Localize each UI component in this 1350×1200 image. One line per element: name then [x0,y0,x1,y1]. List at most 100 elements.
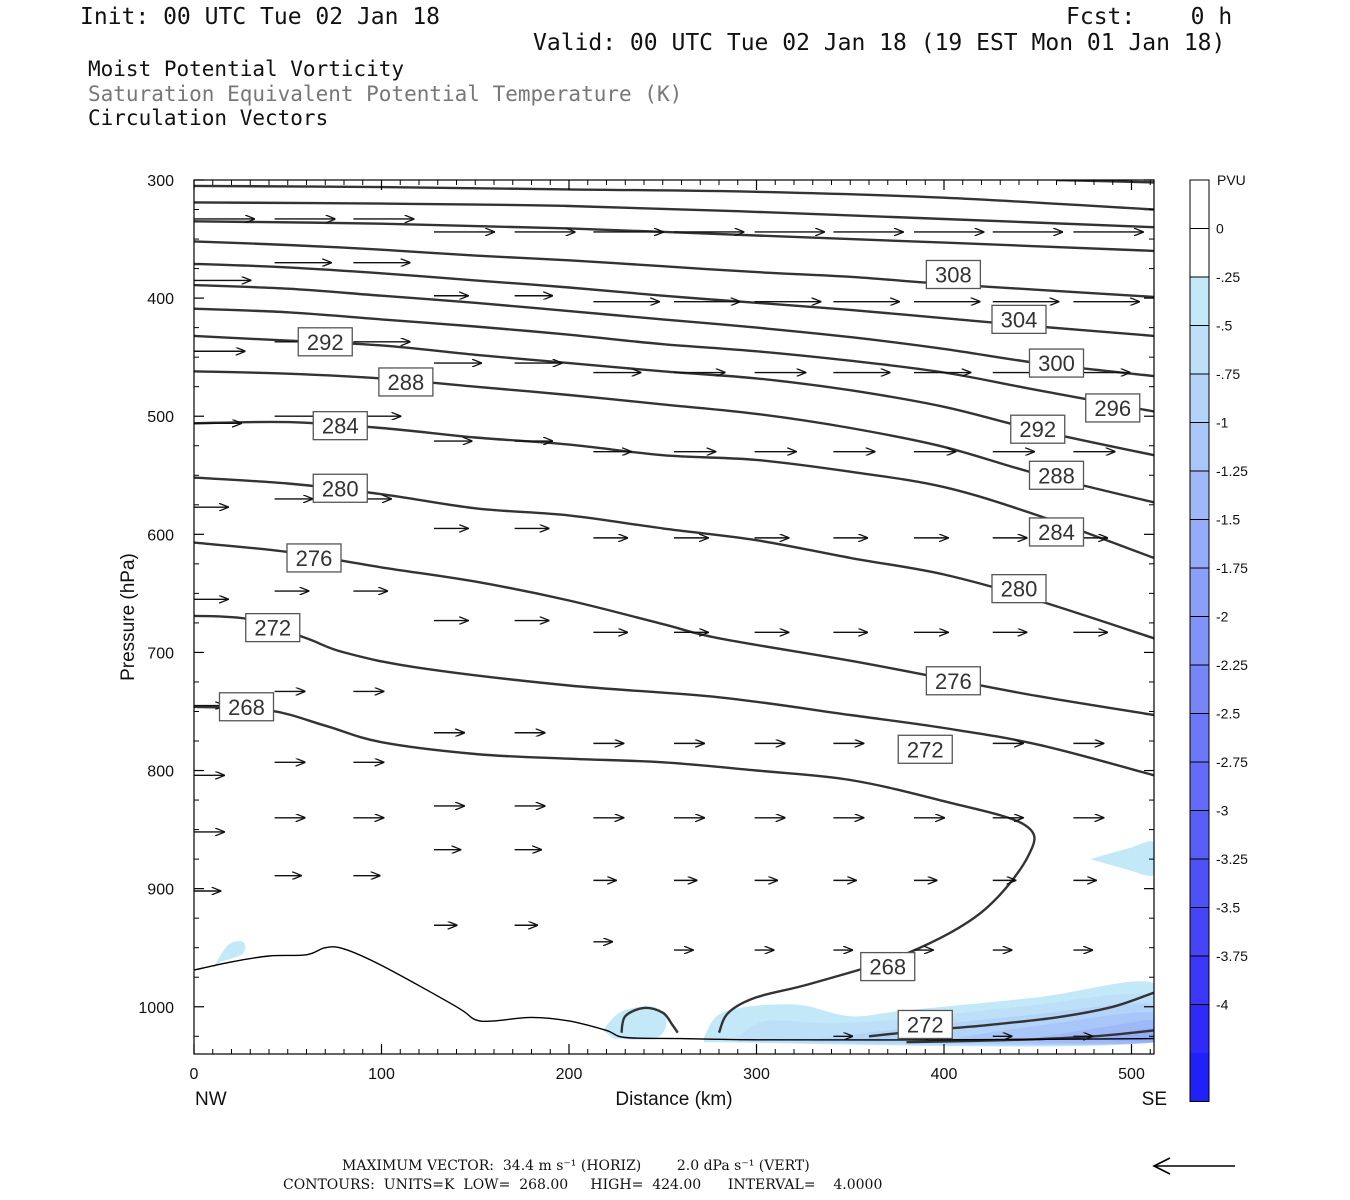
y-tick-label: 400 [147,291,174,308]
contour-label-292: 292 [1010,414,1066,444]
max-vector-note: MAXIMUM VECTOR: 34.4 m s⁻¹ (HORIZ) 2.0 d… [342,1158,810,1174]
forecast-hour: Fcst: 0 h [1066,4,1233,30]
contour-320 [194,184,1154,211]
y-axis-title: Pressure (hPa) [118,553,139,681]
colorbar-tick-label: -1.5 [1216,512,1240,528]
contour-label-276: 276 [925,666,982,696]
contour-label-box [925,666,982,696]
contour-label-268: 268 [218,692,275,722]
colorbar-tick-label: -4 [1216,997,1229,1013]
colorbar-swatch [1190,956,1209,1005]
contour-288 [194,370,1154,504]
contour-label-text: 288 [1038,463,1075,488]
contour-label-text: 284 [1038,520,1075,545]
colorbar-tick-label: -1 [1216,415,1229,431]
x-end-label-left: NW [195,1089,227,1110]
contour-label-text: 272 [254,616,291,641]
colorbar-swatch [1190,1053,1209,1102]
contour-label-box [1028,517,1085,547]
contour-label-text: 276 [296,546,333,571]
contour-label-text: 288 [388,370,425,395]
colorbar-swatch [1190,325,1209,375]
init-time: Init: 00 UTC Tue 02 Jan 18 [80,4,441,30]
contour-label-box [860,951,916,982]
contour-label-288: 288 [1028,460,1085,490]
colorbar-tick-label: -3.25 [1216,851,1248,867]
contour-label-text: 272 [907,1012,944,1037]
contour-308 [194,240,1154,299]
contour-label-304: 304 [991,304,1047,335]
contour-label-box [1010,414,1066,444]
contour-label-text: 280 [1001,577,1038,602]
plot-frame [193,179,1155,1055]
colorbar-swatch [1190,907,1209,957]
contour-label-box [1085,393,1141,423]
contour-label-272: 272 [897,734,953,764]
contour-label-300: 300 [1028,348,1085,378]
colorbar-swatch [1190,616,1209,666]
x-tick-label: 100 [368,1066,395,1083]
contour-label-280: 280 [312,473,368,503]
colorbar-tick-label: -3.5 [1216,900,1240,916]
colorbar-swatch [1190,1004,1209,1054]
field-title-thetaes: Saturation Equivalent Potential Temperat… [88,82,683,106]
x-tick-label: 300 [743,1066,770,1083]
contour-label-text: 276 [935,669,972,694]
contour-label-box [312,411,368,441]
x-tick-label: 400 [931,1066,958,1083]
contour-272 [194,614,1154,777]
valid-time: Valid: 00 UTC Tue 02 Jan 18 (19 EST Mon … [533,30,1226,56]
colorbar-tick-label: -2 [1216,609,1229,625]
y-tick-label: 600 [147,527,174,544]
y-tick-label: 900 [147,882,174,899]
colorbar-swatch [1190,810,1209,860]
field-title-vectors: Circulation Vectors [88,106,329,130]
contour-label-308: 308 [925,259,982,290]
colorbar-tick-label: -.75 [1216,366,1240,382]
contour-label-box [897,734,953,764]
colorbar-tick-label: -.5 [1216,318,1233,334]
contour-label-284: 284 [1028,517,1085,547]
contour-label-text: 268 [869,955,906,980]
contour-312 [194,220,1154,253]
contour-info-note: CONTOURS: UNITS=K LOW= 268.00 HIGH= 424.… [283,1177,883,1193]
contour-label-text: 268 [228,695,265,720]
colorbar-swatch [1190,422,1209,472]
contour-label-296: 296 [1085,393,1141,423]
colorbar-swatch [1190,713,1209,763]
contour-label-box [297,327,353,357]
y-tick-label: 700 [147,645,174,662]
x-tick-label: 0 [190,1066,199,1083]
contour-label-box [218,692,275,722]
contour-label-box [925,259,982,290]
contour-label-284: 284 [312,411,368,441]
contour-label-box [286,543,342,573]
colorbar-swatch [1190,568,1209,617]
colorbar-tick-label: -2.25 [1216,657,1248,673]
contour-label-box [991,574,1047,604]
x-axis-title: Distance (km) [615,1089,732,1110]
pv-shade-1 [602,1006,667,1040]
pv-shade-8 [1090,841,1154,877]
terrain-line [194,946,1154,1041]
x-tick-label: 500 [1118,1066,1145,1083]
colorbar-frame [1189,179,1210,1102]
colorbar-tick-label: -2.75 [1216,754,1248,770]
colorbar-swatch [1190,277,1209,326]
colorbar-swatch [1190,228,1209,278]
contour-label-text: 292 [1019,417,1056,442]
contour-296 [194,307,1154,413]
colorbar-units: PVU [1217,172,1246,188]
y-tick-label: 500 [147,409,174,426]
colorbar-tick-label: -3 [1216,803,1229,819]
contour-label-box [897,1009,953,1040]
contour-label-280: 280 [991,574,1047,604]
colorbar-swatch [1190,859,1209,908]
contour-label-text: 292 [307,330,344,355]
colorbar-tick-label: -1.25 [1216,463,1248,479]
contour-292 [194,334,1154,457]
contour-low-272-2 [620,1006,679,1034]
contour-label-268: 268 [860,951,916,982]
colorbar-tick-label: -3.75 [1216,948,1248,964]
